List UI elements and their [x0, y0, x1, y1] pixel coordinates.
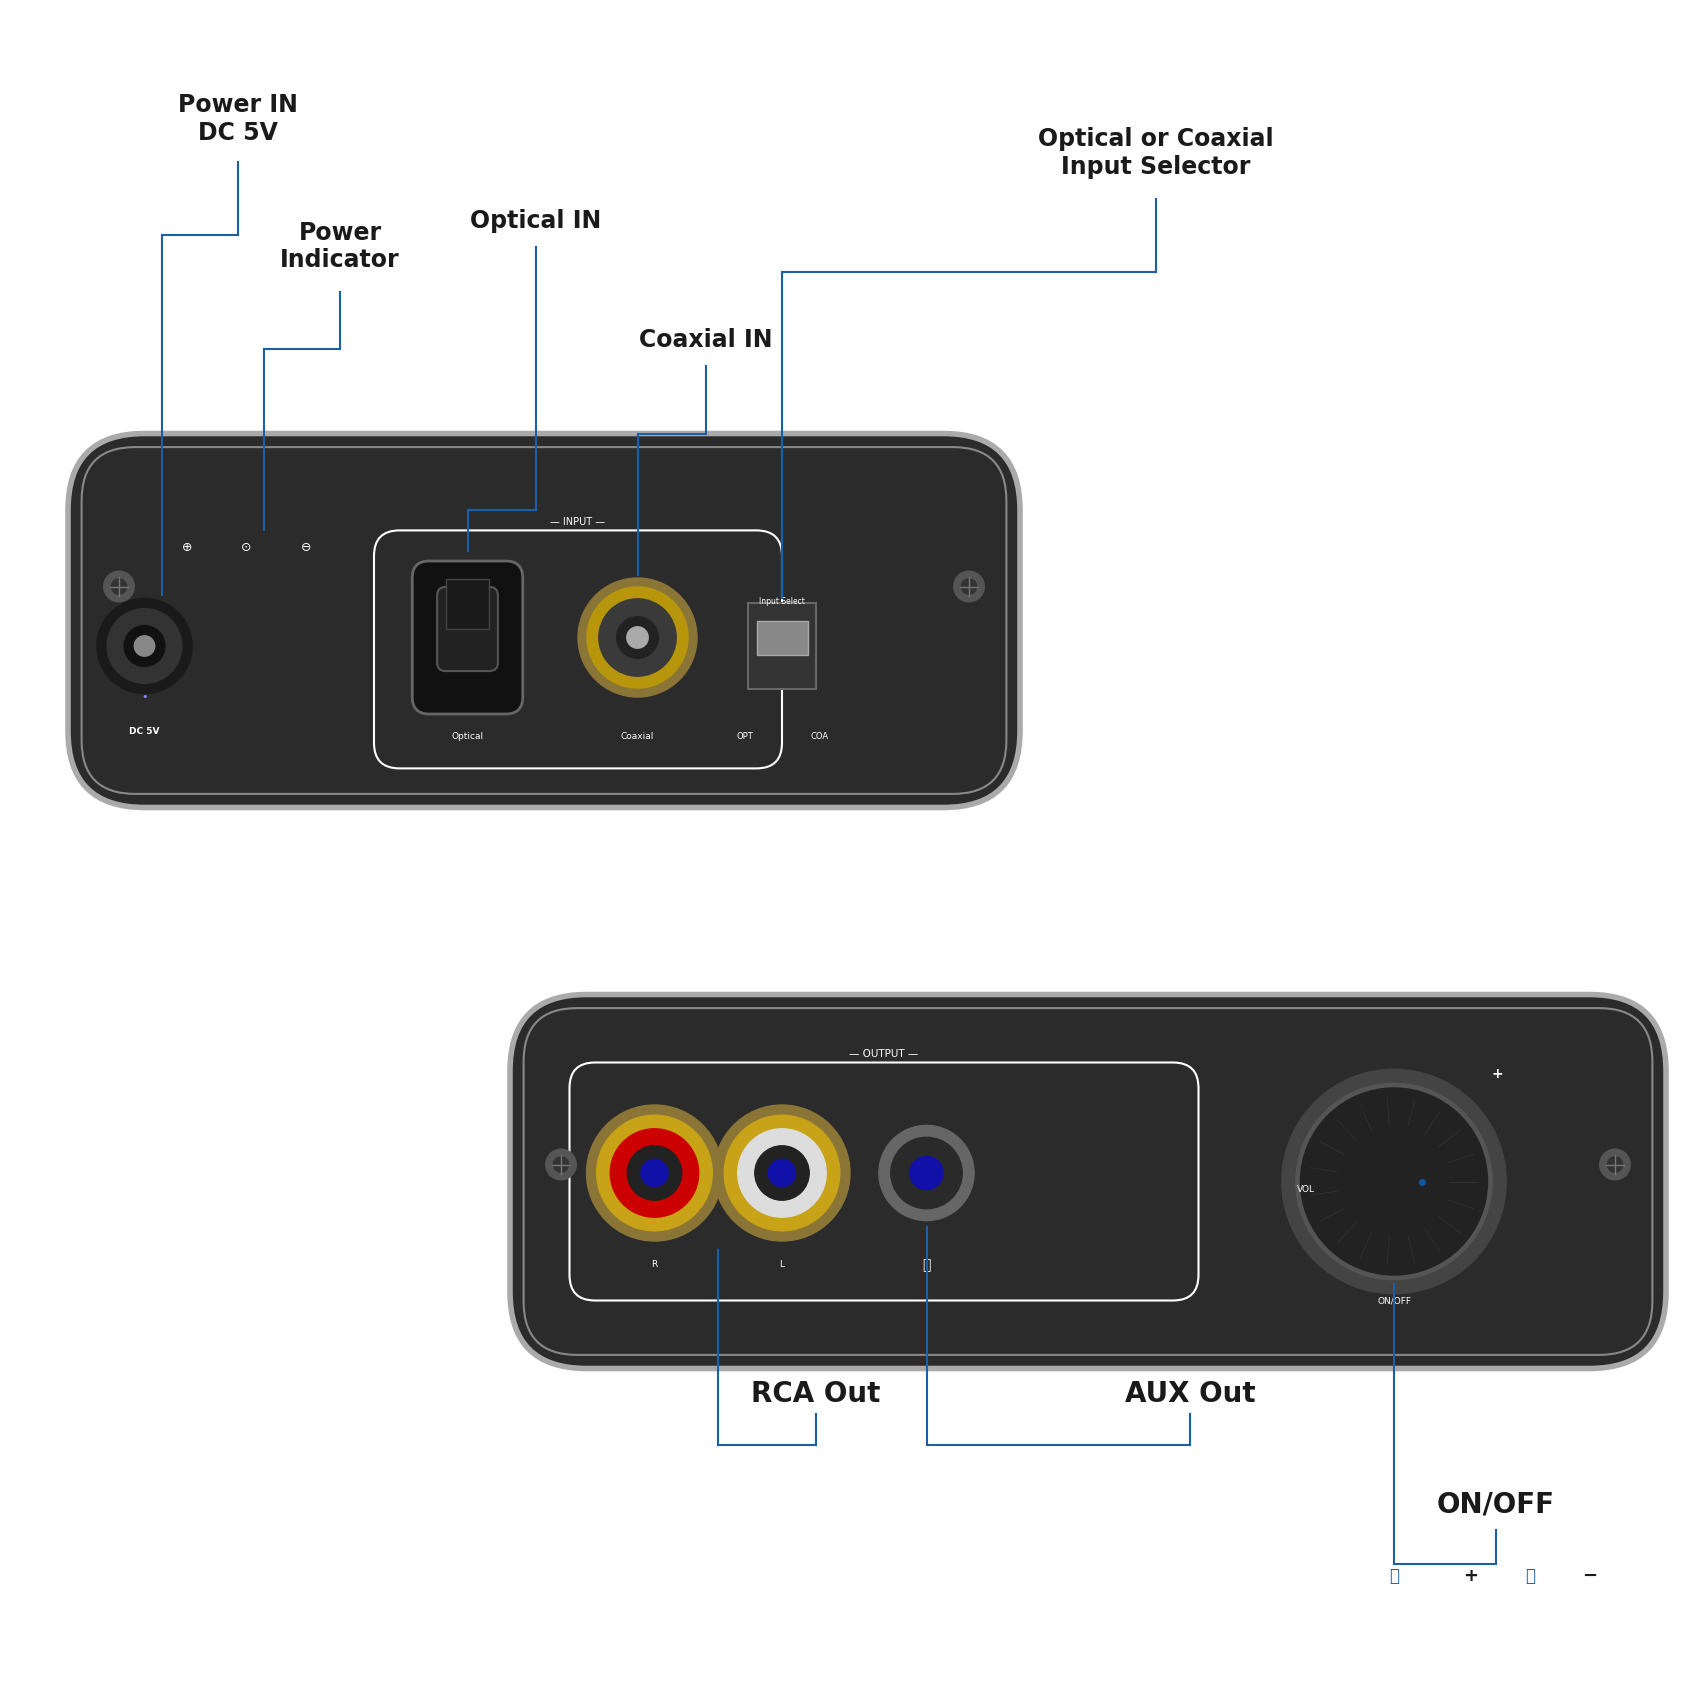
Text: 🔉: 🔉: [1389, 1567, 1399, 1584]
Circle shape: [768, 1159, 796, 1187]
Text: ON/OFF: ON/OFF: [1436, 1491, 1556, 1518]
Circle shape: [641, 1159, 668, 1187]
Circle shape: [627, 1146, 682, 1200]
Circle shape: [954, 571, 984, 602]
Text: +: +: [1491, 1068, 1503, 1081]
Circle shape: [124, 626, 165, 666]
Circle shape: [627, 627, 648, 648]
Circle shape: [1282, 1069, 1506, 1294]
Text: AUX Out: AUX Out: [1125, 1380, 1255, 1408]
Text: −: −: [1583, 1567, 1596, 1584]
Text: L: L: [780, 1260, 784, 1270]
Circle shape: [891, 1137, 962, 1209]
Circle shape: [598, 598, 677, 677]
Circle shape: [107, 609, 182, 683]
Bar: [748, 604, 816, 689]
Text: Optical IN: Optical IN: [469, 209, 602, 233]
Circle shape: [97, 598, 192, 694]
Circle shape: [724, 1115, 840, 1231]
Text: — OUTPUT —: — OUTPUT —: [850, 1049, 918, 1059]
Text: VOL: VOL: [1297, 1185, 1314, 1195]
Circle shape: [552, 1158, 568, 1173]
Text: RCA Out: RCA Out: [751, 1380, 881, 1408]
Circle shape: [1606, 1158, 1622, 1173]
FancyBboxPatch shape: [413, 561, 524, 714]
FancyBboxPatch shape: [510, 994, 1666, 1368]
Circle shape: [1295, 1083, 1493, 1280]
Circle shape: [1600, 1149, 1630, 1180]
Circle shape: [738, 1129, 826, 1217]
Circle shape: [617, 617, 658, 658]
Text: ⊙: ⊙: [241, 541, 252, 554]
Text: 🎧: 🎧: [923, 1258, 930, 1272]
Text: Optical: Optical: [452, 731, 483, 741]
Text: R: R: [651, 1260, 658, 1270]
Circle shape: [110, 578, 126, 595]
Circle shape: [134, 636, 155, 656]
Circle shape: [714, 1105, 850, 1241]
Text: +: +: [1464, 1567, 1477, 1584]
Circle shape: [610, 1129, 699, 1217]
Circle shape: [578, 578, 697, 697]
Text: •: •: [141, 692, 148, 702]
Text: Power
Indicator: Power Indicator: [280, 221, 399, 272]
Circle shape: [104, 571, 134, 602]
Bar: [756, 620, 808, 654]
Circle shape: [962, 578, 976, 595]
Text: COA: COA: [811, 731, 828, 741]
Text: ON/OFF: ON/OFF: [1377, 1295, 1411, 1306]
Text: — INPUT —: — INPUT —: [551, 517, 605, 527]
Text: DC 5V: DC 5V: [129, 726, 160, 736]
Text: Input Select: Input Select: [760, 597, 804, 607]
Circle shape: [586, 586, 689, 689]
Text: Optical or Coaxial
Input Selector: Optical or Coaxial Input Selector: [1039, 128, 1273, 178]
FancyBboxPatch shape: [437, 586, 498, 672]
FancyBboxPatch shape: [68, 434, 1020, 808]
Bar: [445, 578, 490, 629]
Circle shape: [879, 1125, 974, 1221]
Circle shape: [586, 1105, 722, 1241]
Circle shape: [546, 1149, 576, 1180]
Circle shape: [597, 1115, 712, 1231]
Text: ⊖: ⊖: [301, 541, 311, 554]
Text: Coaxial: Coaxial: [620, 731, 654, 741]
Text: Power IN
DC 5V: Power IN DC 5V: [178, 94, 298, 144]
Circle shape: [1300, 1088, 1488, 1275]
Text: OPT: OPT: [736, 731, 753, 741]
Text: Coaxial IN: Coaxial IN: [639, 328, 772, 352]
Text: ⊕: ⊕: [182, 541, 192, 554]
Text: 🔉: 🔉: [1525, 1567, 1535, 1584]
Circle shape: [755, 1146, 809, 1200]
Circle shape: [910, 1156, 944, 1190]
